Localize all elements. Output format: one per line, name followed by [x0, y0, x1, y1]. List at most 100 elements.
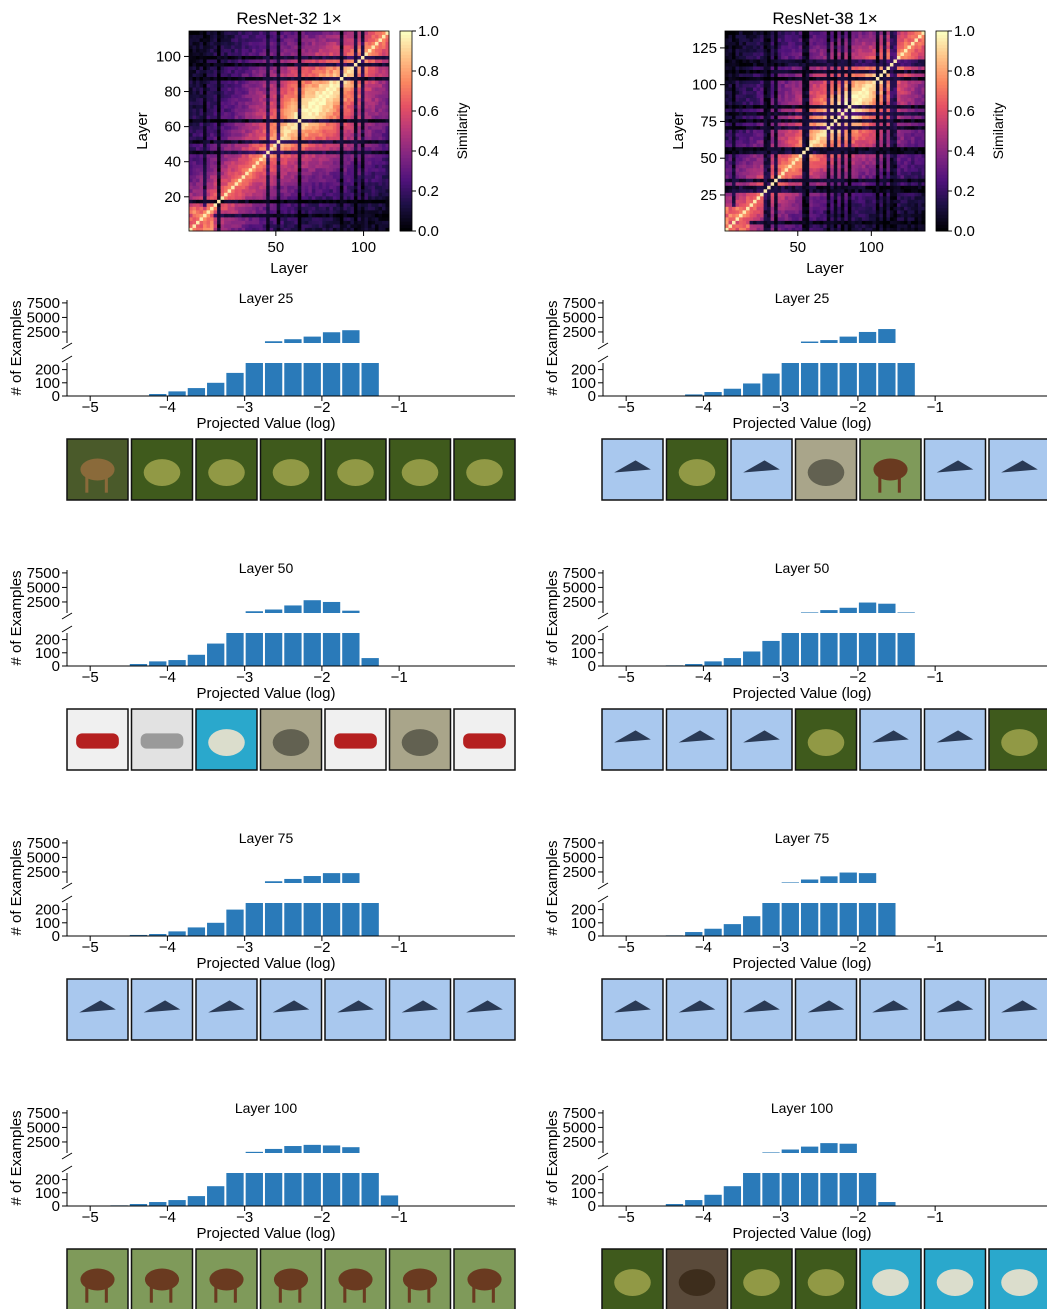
- colorbar-segment: [400, 187, 412, 192]
- heatmap-cell: [886, 174, 891, 179]
- heatmap-cell: [791, 174, 796, 179]
- heatmap-cell: [840, 223, 845, 228]
- heatmap-cell: [206, 171, 211, 176]
- heatmap-cell: [297, 80, 302, 85]
- heatmap-cell: [830, 150, 835, 155]
- heatmap-cell: [346, 139, 351, 144]
- heatmap-cell: [900, 171, 905, 176]
- heatmap-cell: [252, 153, 257, 158]
- heatmap-cell: [325, 202, 330, 207]
- heatmap-cell: [739, 181, 743, 186]
- heatmap-cell: [287, 83, 292, 88]
- heatmap-cell: [339, 146, 344, 151]
- heatmap-cell: [276, 216, 281, 221]
- heatmap-cell: [304, 90, 309, 95]
- heatmap-cell: [777, 129, 782, 134]
- heatmap-cell: [784, 157, 789, 162]
- heatmap-cell: [196, 132, 200, 137]
- colorbar-tick-label: 0.6: [418, 103, 439, 120]
- heatmap-cell: [245, 220, 250, 225]
- colorbar-tick-label: 0.4: [418, 143, 439, 160]
- heatmap-cell: [781, 160, 786, 165]
- heatmap-cell: [350, 122, 355, 127]
- heatmap-cell: [297, 115, 302, 120]
- heatmap-cell: [833, 185, 838, 190]
- heatmap-cell: [767, 178, 772, 183]
- heatmap-cell: [332, 101, 337, 106]
- heatmap-cell: [760, 216, 764, 221]
- heatmap-cell: [360, 69, 365, 74]
- heatmap-cell: [308, 129, 313, 134]
- heatmap-cell: [224, 132, 228, 137]
- heatmap-cell: [231, 150, 236, 155]
- heatmap-cell: [735, 146, 740, 151]
- heatmap-cell: [217, 167, 221, 172]
- heatmap-cell: [259, 101, 264, 106]
- heatmap-cell: [763, 150, 768, 155]
- heatmap-cell: [290, 206, 295, 211]
- heatmap-cell: [325, 34, 330, 39]
- heatmap-cell: [350, 41, 355, 46]
- heatmap-cell: [795, 185, 800, 190]
- heatmap-cell: [231, 209, 236, 214]
- heatmap-cell: [774, 220, 779, 225]
- heatmap-cell: [343, 206, 348, 211]
- colorbar-segment: [400, 104, 412, 109]
- heatmap-cell: [791, 199, 796, 204]
- heatmap-cell: [357, 160, 362, 165]
- heatmap-cell: [315, 115, 320, 120]
- heatmap-cell: [329, 150, 334, 155]
- heatmap-cell: [833, 157, 838, 162]
- heatmap-cell: [220, 111, 225, 116]
- heatmap-cell: [332, 83, 337, 88]
- heatmap-cell: [217, 111, 221, 116]
- heatmap-cell: [833, 192, 838, 197]
- heatmap-cell: [374, 129, 379, 134]
- heatmap-cell: [287, 157, 292, 162]
- heatmap-cell: [325, 223, 330, 228]
- heatmap-cell: [805, 220, 810, 225]
- heatmap-cell: [248, 48, 253, 53]
- heatmap-cell: [753, 227, 757, 232]
- heatmap-cell: [847, 136, 852, 141]
- heatmap-cell: [273, 164, 278, 169]
- heatmap-cell: [357, 136, 362, 141]
- heatmap-cell: [231, 202, 236, 207]
- heatmap-cell: [886, 171, 891, 176]
- heatmap-cell: [364, 171, 369, 176]
- heatmap-cell: [858, 188, 863, 193]
- heatmap-cell: [833, 199, 838, 204]
- heatmap-cell: [781, 185, 786, 190]
- heatmap-cell: [227, 223, 232, 228]
- heatmap-cell: [276, 160, 281, 165]
- heatmap-cell: [816, 181, 821, 186]
- heatmap-cell: [308, 34, 313, 39]
- heatmap-cell: [252, 104, 257, 109]
- heatmap-cell: [381, 97, 386, 102]
- heatmap-cell: [728, 174, 733, 179]
- heatmap-cell: [837, 157, 842, 162]
- heatmap-cell: [816, 167, 821, 172]
- heatmap-cell: [220, 76, 225, 81]
- heatmap-cell: [297, 104, 302, 109]
- heatmap-cell: [241, 136, 246, 141]
- colorbar-segment: [400, 211, 412, 215]
- heatmap-cell: [879, 209, 884, 214]
- heatmap-cell: [378, 125, 383, 130]
- heatmap-cell: [910, 146, 915, 151]
- heatmap-cell: [266, 115, 271, 120]
- heatmap-cell: [290, 153, 295, 158]
- heatmap-cell: [287, 181, 292, 186]
- heatmap-cell: [350, 108, 355, 113]
- heatmap-cell: [199, 195, 204, 200]
- heatmap-cell: [774, 185, 779, 190]
- heatmap-cell: [374, 164, 379, 169]
- heatmap-cell: [893, 216, 898, 221]
- heatmap-cell: [290, 146, 295, 151]
- heatmap-cell: [910, 188, 915, 193]
- heatmap-cell: [269, 209, 274, 214]
- heatmap-cell: [381, 76, 386, 81]
- heatmap-cell: [196, 111, 200, 116]
- heatmap-cell: [830, 143, 835, 148]
- heatmap-cell: [262, 153, 267, 158]
